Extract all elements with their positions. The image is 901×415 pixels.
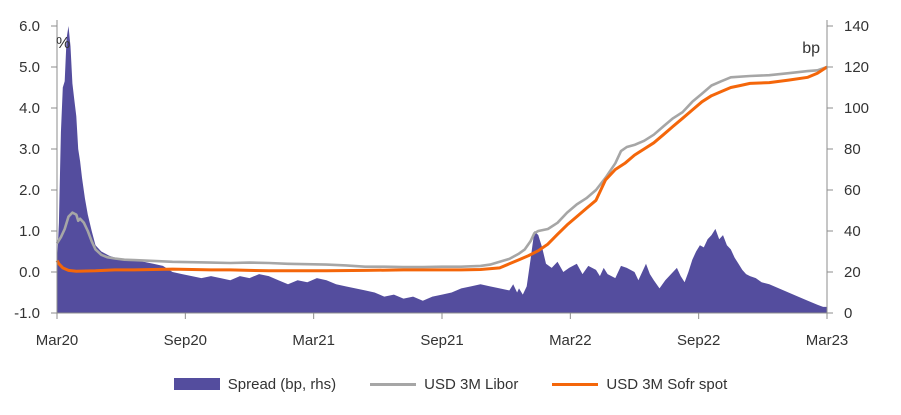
left-tick-label: 6.0 xyxy=(19,18,40,35)
left-tick-label: 0.0 xyxy=(19,264,40,281)
legend-item-libor: USD 3M Libor xyxy=(370,376,518,393)
right-tick-label: 60 xyxy=(844,182,861,199)
right-unit-label: bp xyxy=(802,40,820,57)
left-tick-label: -1.0 xyxy=(14,305,40,322)
x-tick-label: Mar22 xyxy=(549,332,592,349)
left-tick-label: 2.0 xyxy=(19,182,40,199)
legend-swatch-libor xyxy=(370,382,417,386)
right-tick-label: 20 xyxy=(844,264,861,281)
x-tick-label: Sep21 xyxy=(420,332,463,349)
legend-swatch-sofr xyxy=(552,382,599,386)
left-tick-label: 1.0 xyxy=(19,223,40,240)
legend: Spread (bp, rhs) USD 3M Libor USD 3M Sof… xyxy=(0,369,901,399)
legend-item-sofr: USD 3M Sofr spot xyxy=(552,376,727,393)
right-tick-label: 120 xyxy=(844,59,869,76)
x-tick-label: Sep22 xyxy=(677,332,720,349)
legend-item-spread: Spread (bp, rhs) xyxy=(173,375,337,393)
right-tick-label: 80 xyxy=(844,141,861,158)
series-spread-area xyxy=(57,26,827,313)
x-tick-label: Sep20 xyxy=(164,332,207,349)
spread-area-layer xyxy=(57,26,827,313)
right-tick-label: 140 xyxy=(844,18,869,35)
legend-label-libor: USD 3M Libor xyxy=(424,375,519,393)
x-tick-label: Mar21 xyxy=(292,332,335,349)
left-tick-label: 4.0 xyxy=(19,100,40,117)
rate-lines-layer xyxy=(55,65,828,273)
series-sofr-line xyxy=(55,65,828,273)
x-tick-label: Mar23 xyxy=(806,332,849,349)
left-unit-label: % xyxy=(56,35,70,52)
axes-layer: 6.0 5.0 4.0 3.0 2.0 1.0 0.0 -1.0 140 120 100 80 60 40… xyxy=(14,18,869,349)
legend-swatch-spread xyxy=(173,378,220,390)
series-libor-line xyxy=(55,65,828,269)
legend-label-sofr: USD 3M Sofr spot xyxy=(606,375,728,393)
right-tick-label: 40 xyxy=(844,223,861,240)
right-tick-label: 0 xyxy=(844,305,852,322)
left-tick-label: 5.0 xyxy=(19,59,40,76)
left-tick-label: 3.0 xyxy=(19,141,40,158)
legend-label-spread: Spread (bp, rhs) xyxy=(227,375,337,393)
chart-plot: 6.0 5.0 4.0 3.0 2.0 1.0 0.0 -1.0 140 120 100 80 60 40… xyxy=(14,18,869,349)
x-tick-label: Mar20 xyxy=(36,332,79,349)
right-tick-label: 100 xyxy=(844,100,869,117)
